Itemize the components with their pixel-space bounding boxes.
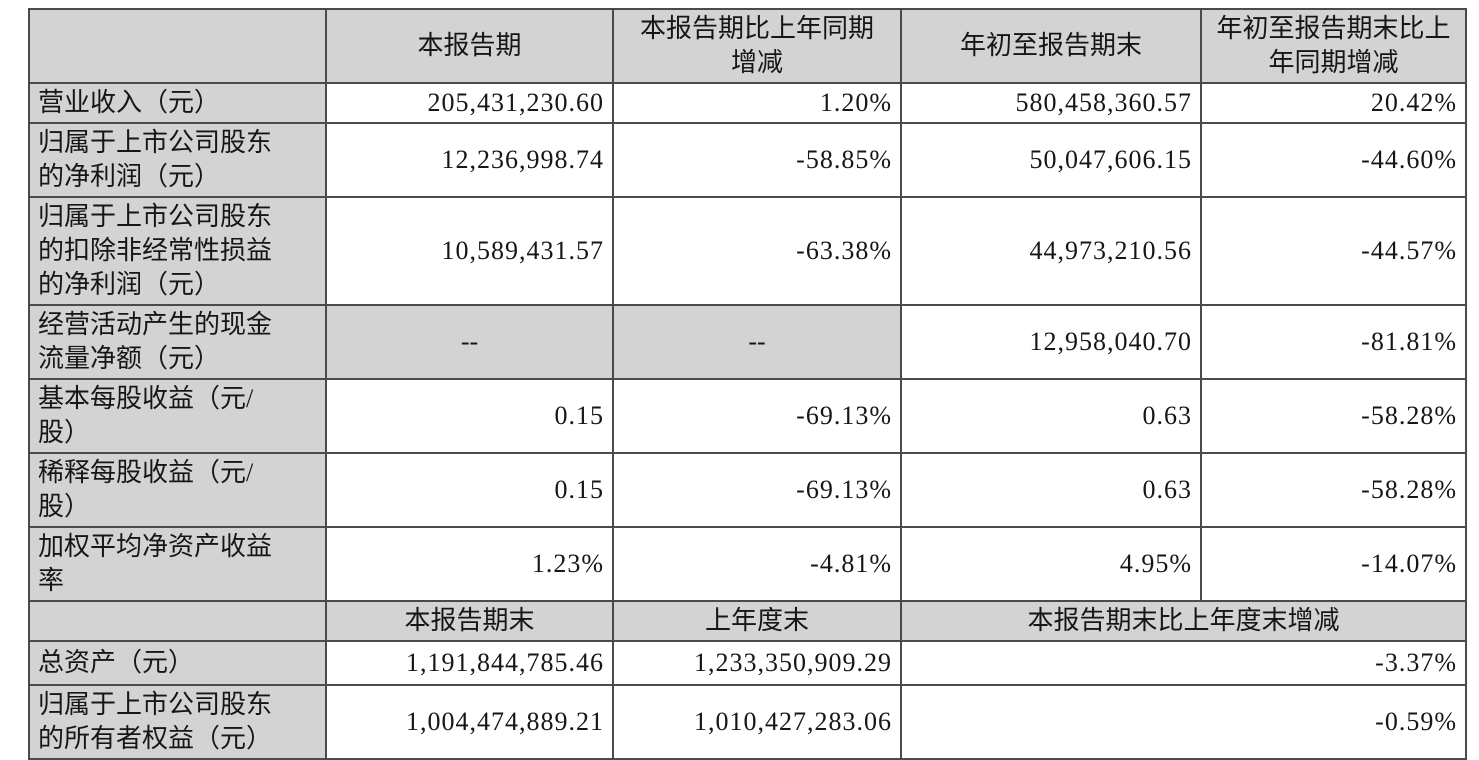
cell-ytd-yoy: -44.57% (1200, 196, 1467, 306)
cell-ytd: 580,458,360.57 (900, 82, 1202, 124)
subheader-corner-cell (28, 600, 327, 642)
cell-period-end: 1,004,474,889.21 (325, 684, 614, 760)
cell-current-yoy: -58.85% (612, 122, 902, 198)
cell-current: 205,431,230.60 (325, 82, 614, 124)
cell-prev-year-end: 1,010,427,283.06 (612, 684, 902, 760)
row-label: 基本每股收益（元/ 股） (28, 378, 327, 454)
row-label: 归属于上市公司股东 的扣除非经常性损益 的净利润（元） (28, 196, 327, 306)
row-label: 总资产（元） (28, 640, 327, 686)
cell-ytd-yoy: -58.28% (1200, 378, 1467, 454)
cell-current-yoy: -4.81% (612, 526, 902, 602)
cell-current-yoy: -- (612, 304, 902, 380)
header-current-period-yoy: 本报告期比上年同期 增减 (612, 8, 902, 84)
cell-ytd-yoy: 20.42% (1200, 82, 1467, 124)
cell-ytd: 12,958,040.70 (900, 304, 1202, 380)
table-row-basic-eps: 基本每股收益（元/ 股） 0.15 -69.13% 0.63 -58.28% (28, 378, 1467, 454)
subheader-prev-year-end: 上年度末 (612, 600, 902, 642)
cell-current: 0.15 (325, 452, 614, 528)
table-row-total-assets: 总资产（元） 1,191,844,785.46 1,233,350,909.29… (28, 640, 1467, 686)
cell-ytd-yoy: -14.07% (1200, 526, 1467, 602)
table-row-net-profit: 归属于上市公司股东 的净利润（元） 12,236,998.74 -58.85% … (28, 122, 1467, 198)
cell-ytd: 44,973,210.56 (900, 196, 1202, 306)
row-label: 经营活动产生的现金 流量净额（元） (28, 304, 327, 380)
cell-ytd-yoy: -44.60% (1200, 122, 1467, 198)
cell-current: -- (325, 304, 614, 380)
table-row-equity: 归属于上市公司股东 的所有者权益（元） 1,004,474,889.21 1,0… (28, 684, 1467, 760)
subheader-period-end: 本报告期末 (325, 600, 614, 642)
cell-ytd: 0.63 (900, 378, 1202, 454)
table-row-revenue: 营业收入（元） 205,431,230.60 1.20% 580,458,360… (28, 82, 1467, 124)
cell-current: 0.15 (325, 378, 614, 454)
cell-ytd: 4.95% (900, 526, 1202, 602)
row-label: 稀释每股收益（元/ 股） (28, 452, 327, 528)
row-label: 加权平均净资产收益 率 (28, 526, 327, 602)
header-ytd: 年初至报告期末 (900, 8, 1202, 84)
financial-summary-table: 本报告期 本报告期比上年同期 增减 年初至报告期末 年初至报告期末比上 年同期增… (28, 8, 1467, 760)
subheader-period-end-change: 本报告期末比上年度末增减 (900, 600, 1467, 642)
header-row: 本报告期 本报告期比上年同期 增减 年初至报告期末 年初至报告期末比上 年同期增… (28, 8, 1467, 84)
subheader-row: 本报告期末 上年度末 本报告期末比上年度末增减 (28, 600, 1467, 642)
cell-current-yoy: -69.13% (612, 452, 902, 528)
table-row-net-profit-excl-nonrecurring: 归属于上市公司股东 的扣除非经常性损益 的净利润（元） 10,589,431.5… (28, 196, 1467, 306)
cell-current: 12,236,998.74 (325, 122, 614, 198)
header-current-period: 本报告期 (325, 8, 614, 84)
cell-change: -0.59% (900, 684, 1467, 760)
cell-current: 1.23% (325, 526, 614, 602)
table-row-diluted-eps: 稀释每股收益（元/ 股） 0.15 -69.13% 0.63 -58.28% (28, 452, 1467, 528)
row-label: 归属于上市公司股东 的所有者权益（元） (28, 684, 327, 760)
cell-prev-year-end: 1,233,350,909.29 (612, 640, 902, 686)
row-label: 营业收入（元） (28, 82, 327, 124)
cell-ytd-yoy: -81.81% (1200, 304, 1467, 380)
cell-ytd-yoy: -58.28% (1200, 452, 1467, 528)
header-corner-cell (28, 8, 327, 84)
cell-current-yoy: -69.13% (612, 378, 902, 454)
table-row-operating-cash-flow: 经营活动产生的现金 流量净额（元） -- -- 12,958,040.70 -8… (28, 304, 1467, 380)
header-ytd-yoy: 年初至报告期末比上 年同期增减 (1200, 8, 1467, 84)
table-row-weighted-avg-roe: 加权平均净资产收益 率 1.23% -4.81% 4.95% -14.07% (28, 526, 1467, 602)
cell-current: 10,589,431.57 (325, 196, 614, 306)
row-label: 归属于上市公司股东 的净利润（元） (28, 122, 327, 198)
cell-change: -3.37% (900, 640, 1467, 686)
cell-ytd: 0.63 (900, 452, 1202, 528)
cell-ytd: 50,047,606.15 (900, 122, 1202, 198)
cell-period-end: 1,191,844,785.46 (325, 640, 614, 686)
cell-current-yoy: -63.38% (612, 196, 902, 306)
cell-current-yoy: 1.20% (612, 82, 902, 124)
